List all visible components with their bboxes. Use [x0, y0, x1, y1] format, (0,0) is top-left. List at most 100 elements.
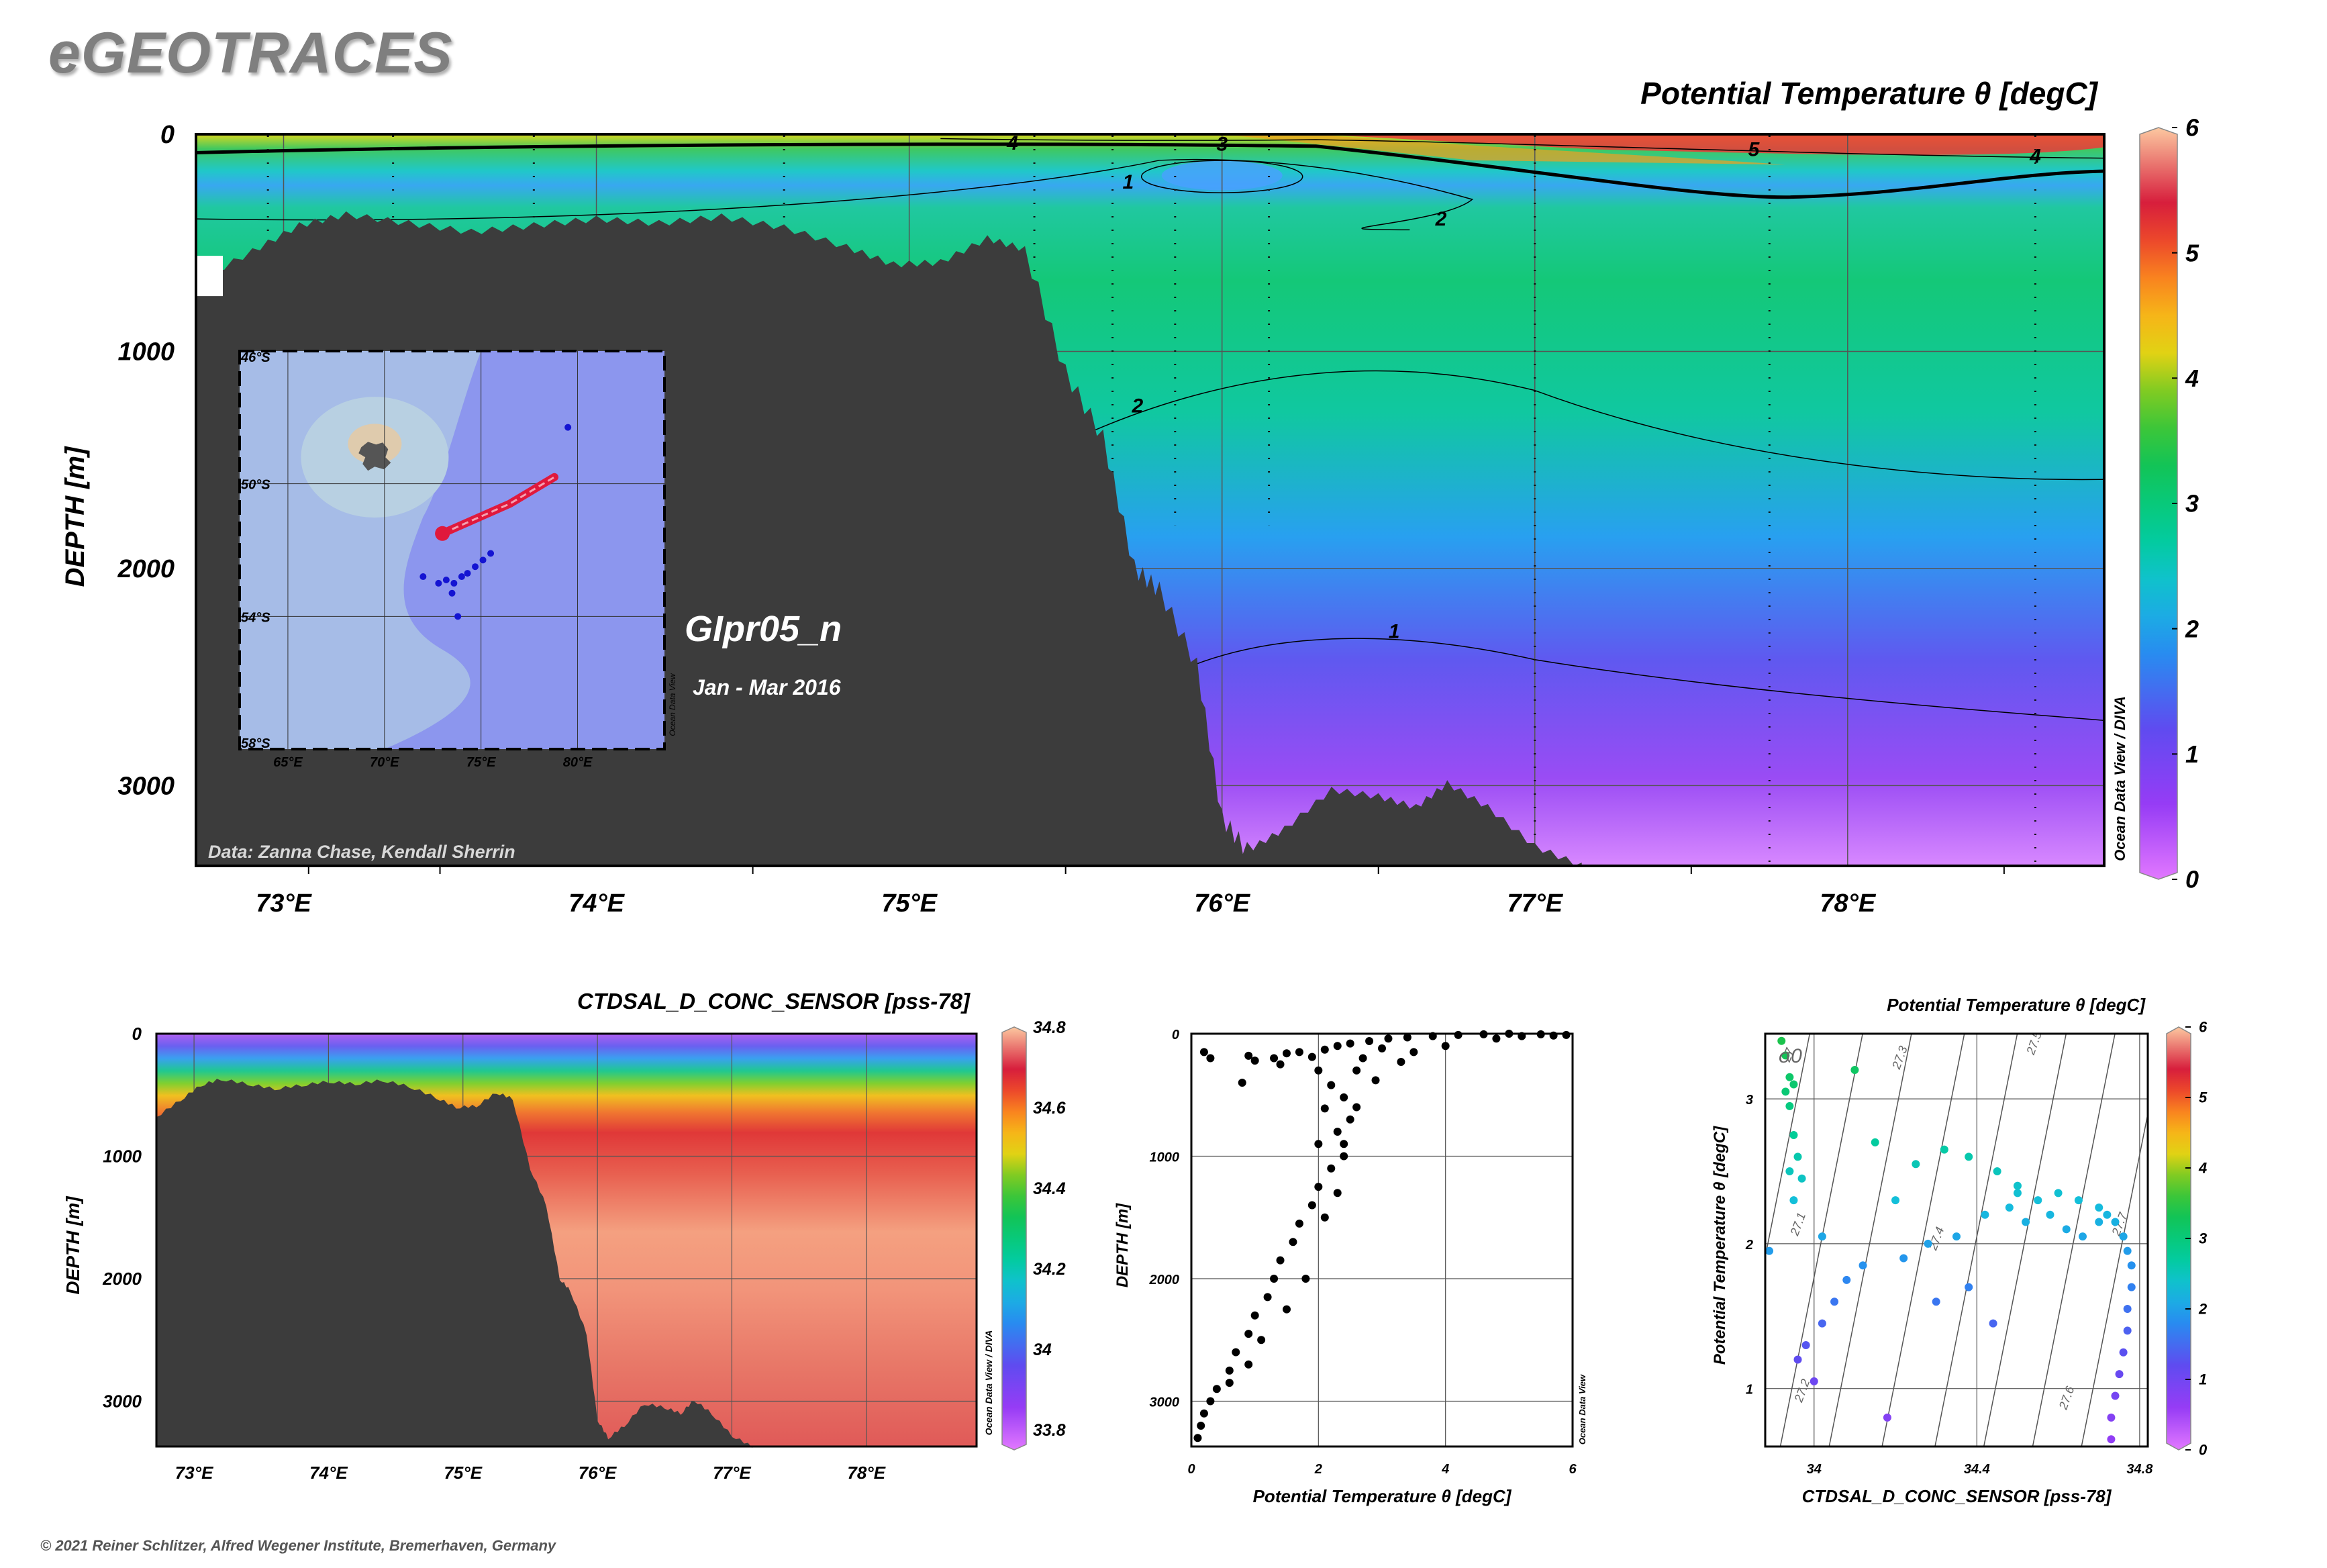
station-dot — [472, 563, 479, 571]
x-tick-label: 73°E — [256, 889, 312, 918]
y-tick-label: 2 — [1745, 1238, 1753, 1253]
data-point — [1789, 1196, 1798, 1205]
data-point — [1793, 1355, 1802, 1364]
data-point — [2115, 1370, 2124, 1379]
missing-data-patch — [196, 256, 223, 297]
map-lat-label: 50°S — [241, 478, 270, 493]
y-tick-label: 1 — [1746, 1383, 1753, 1398]
data-point — [2078, 1232, 2087, 1241]
isopycnal-line — [1881, 1034, 1965, 1447]
isopycnal-line — [1828, 1034, 1912, 1447]
data-point — [2123, 1305, 2132, 1313]
map-frame — [238, 350, 666, 750]
data-point — [2111, 1218, 2120, 1226]
density-label: σ0 — [1779, 1045, 1802, 1067]
x-tick-label: 0 — [1187, 1462, 1195, 1477]
plot-frame — [195, 133, 2106, 867]
contour-1-core — [1140, 160, 1303, 193]
data-point — [1199, 1409, 1208, 1418]
data-point — [1197, 1421, 1205, 1430]
data-point — [1199, 1048, 1208, 1057]
data-point — [2074, 1196, 2083, 1205]
colorbar-tick-label: 1 — [2185, 740, 2199, 768]
plot-frame — [155, 1032, 978, 1448]
data-credit: Data: Zanna Chase, Kendall Sherrin — [208, 842, 515, 862]
data-point — [1270, 1054, 1279, 1063]
data-point — [2111, 1391, 2120, 1400]
salinity-colorbar — [1001, 1026, 1027, 1451]
plot-area — [1191, 1034, 1573, 1447]
x-axis-label: Potential Temperature θ [degC] — [1253, 1486, 1512, 1506]
data-point — [1340, 1152, 1348, 1161]
station-dot — [458, 573, 465, 581]
temperature-colorbar-bar — [2139, 127, 2178, 880]
colorbar-tick-label: 6 — [2185, 114, 2199, 142]
contour-2-upper — [195, 158, 1474, 231]
data-point — [1250, 1057, 1259, 1065]
data-point — [2123, 1246, 2132, 1255]
data-point — [1340, 1140, 1348, 1148]
data-point — [1562, 1030, 1571, 1039]
data-point — [1371, 1076, 1380, 1085]
contour-label: 4 — [1006, 132, 1018, 154]
data-point — [1320, 1213, 1329, 1222]
contour-label: 4 — [2029, 145, 2041, 167]
seafloor — [156, 1079, 752, 1449]
data-point — [1270, 1274, 1279, 1283]
ts-colorbar-bar — [2166, 1026, 2191, 1451]
data-point — [1283, 1049, 1291, 1058]
data-point — [2034, 1196, 2042, 1205]
chart-title: Potential Temperature θ [degC] — [1887, 995, 2146, 1015]
map-lon-label: 65°E — [273, 755, 303, 770]
colorbar-tick-label: 5 — [2185, 239, 2199, 266]
colorbar-tick-label: 0 — [2185, 866, 2199, 893]
data-point — [2095, 1218, 2103, 1226]
warm-transition — [1222, 134, 1785, 165]
profile-scatter-chart: 0 2 4 6 0 1000 2000 3000 Potential Temperature θ… — [1113, 1028, 1587, 1506]
x-tick-label: 75°E — [444, 1463, 482, 1483]
data-point — [1225, 1379, 1234, 1387]
data-point — [1384, 1034, 1393, 1043]
data-point — [1378, 1044, 1386, 1052]
contour-1-deep — [1190, 638, 2105, 722]
x-tick-label: 77°E — [713, 1463, 751, 1483]
y-tick-label: 2000 — [1149, 1273, 1180, 1287]
y-tick-label: 3000 — [103, 1391, 142, 1411]
data-point — [1320, 1104, 1329, 1113]
data-point — [2013, 1181, 2022, 1190]
x-tick-label: 75°E — [881, 889, 938, 918]
x-tick-label: 34.8 — [2126, 1462, 2153, 1477]
contour-label: 5 — [1748, 139, 1761, 161]
station-dot — [435, 579, 442, 587]
y-axis-label: Potential Temperature θ [degC] — [1711, 1126, 1729, 1365]
x-tick-label: 74°E — [309, 1463, 348, 1483]
data-point — [1965, 1153, 1973, 1161]
contour-label: 2 — [1132, 395, 1144, 417]
data-point — [1883, 1413, 1891, 1422]
colorbar-tick-label: 4 — [2185, 364, 2199, 392]
data-point — [1327, 1164, 1336, 1173]
data-point — [1454, 1030, 1463, 1039]
data-point — [1952, 1232, 1961, 1241]
map-lat-label: 58°S — [241, 736, 270, 751]
x-tick-label: 78°E — [847, 1463, 885, 1483]
x-tick-label: 78°E — [1820, 889, 1876, 918]
ts-diagram-chart: 3434.434.81232727.127.227.327.427.527.62… — [1711, 995, 2153, 1506]
data-point — [1818, 1232, 1826, 1241]
brand-logo: eGEOTRACES — [48, 21, 453, 85]
data-point — [1314, 1066, 1323, 1075]
x-tick-label: 76°E — [1194, 889, 1250, 918]
x-tick-label: 2 — [1314, 1462, 1322, 1477]
contour-label: 1 — [1389, 621, 1400, 643]
data-point — [1924, 1239, 1932, 1248]
data-point — [1244, 1360, 1253, 1369]
data-point — [1441, 1042, 1450, 1050]
data-point — [1932, 1297, 1940, 1306]
contour-label: 2 — [1435, 208, 1447, 230]
data-point — [1912, 1160, 1920, 1169]
section-track-inner — [442, 476, 555, 535]
map-lon-label: 70°E — [370, 755, 399, 770]
data-point — [2022, 1218, 2030, 1226]
colorbar-tick-label: 34.4 — [1033, 1179, 1066, 1198]
